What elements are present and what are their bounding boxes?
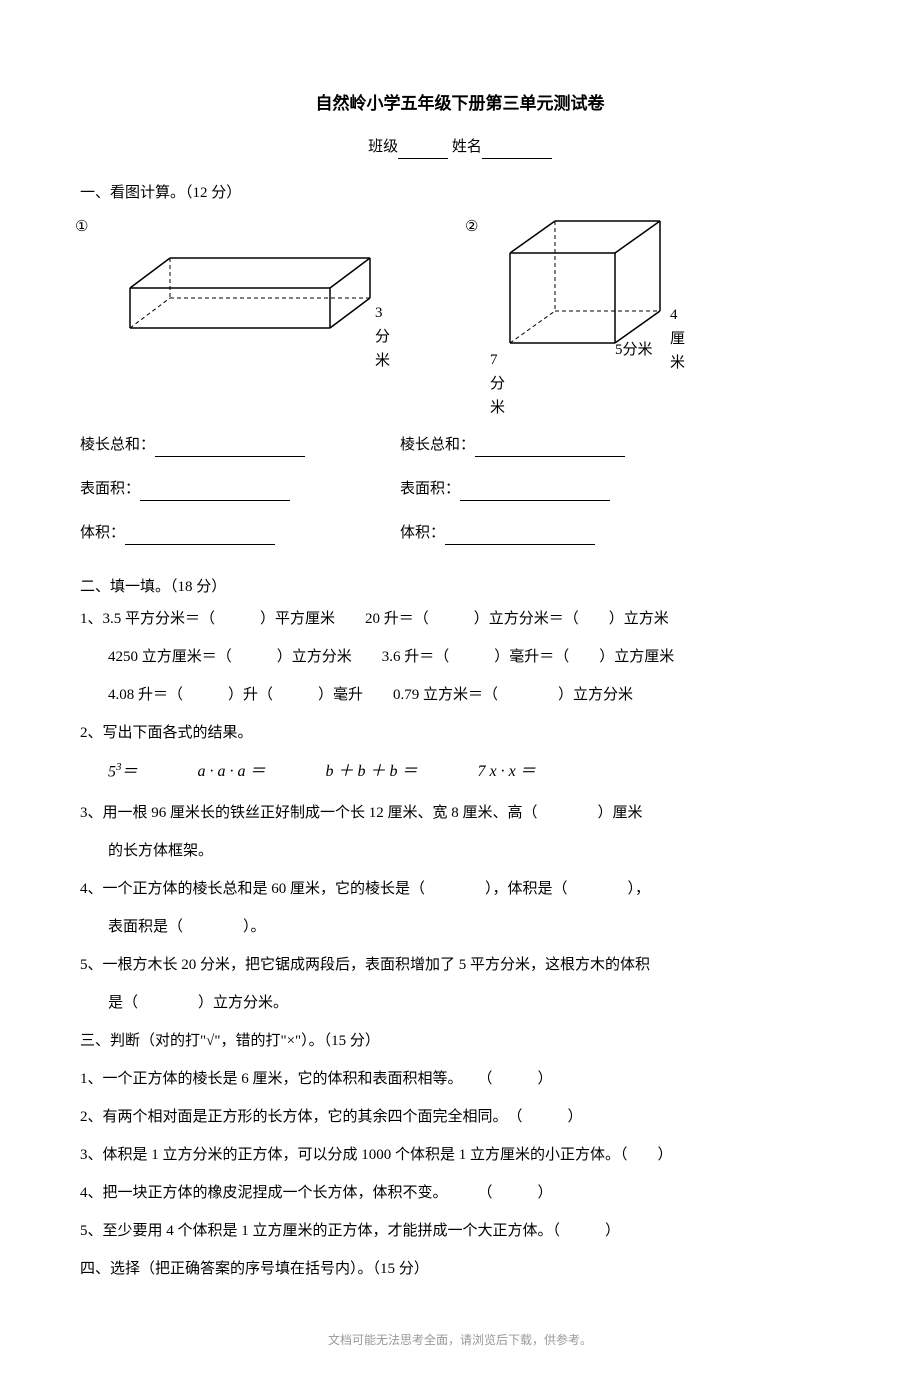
cube-svg (480, 213, 680, 353)
figure1: ① 3分米 7分米 (80, 233, 390, 371)
surface-blank-2[interactable] (460, 485, 610, 501)
volume-blank-1[interactable] (125, 529, 275, 545)
header-row: 班级 姓名 (80, 135, 840, 159)
s2-q3-l2: 的长方体框架。 (80, 839, 840, 863)
s3-q1: 1、一个正方体的棱长是 6 厘米，它的体积和表面积相等。 （ ） (80, 1067, 840, 1091)
s3-q3: 3、体积是 1 立方分米的正方体，可以分成 1000 个体积是 1 立方厘米的小… (80, 1143, 840, 1167)
volume-label-1: 体积： (80, 525, 125, 541)
page-title: 自然岭小学五年级下册第三单元测试卷 (80, 90, 840, 117)
q2-marker: ② (465, 215, 478, 239)
name-blank[interactable] (482, 143, 552, 159)
s2-q5-l2: 是（ ）立方分米。 (80, 991, 840, 1015)
surface-label-2: 表面积： (400, 481, 460, 497)
figures-row: ① 3分米 7分米 ② (80, 213, 840, 413)
section3-heading: 三、判断（对的打"√"，错的打"×"）。（15 分） (80, 1029, 840, 1053)
volume-label-2: 体积： (400, 525, 445, 541)
surface-label-1: 表面积： (80, 481, 140, 497)
surface-blank-1[interactable] (140, 485, 290, 501)
edge-sum-blank-2[interactable] (475, 441, 625, 457)
edge-sum-blank-1[interactable] (155, 441, 305, 457)
s2-q4-l1: 4、一个正方体的棱长总和是 60 厘米，它的棱长是（ ），体积是（ ）， (80, 877, 840, 901)
s2-q2: 2、写出下面各式的结果。 (80, 721, 840, 745)
section4-heading: 四、选择（把正确答案的序号填在括号内）。（15 分） (80, 1257, 840, 1281)
name-label: 姓名 (452, 139, 482, 155)
section1-heading: 一、看图计算。（12 分） (80, 181, 840, 205)
math-e1: 53＝ (108, 759, 138, 785)
math-e2: a · a · a ＝ (198, 759, 266, 785)
class-label: 班级 (368, 139, 398, 155)
fields-row-1: 棱长总和： 表面积： 体积： 棱长总和： 表面积： 体积： (80, 433, 840, 565)
section2-heading: 二、填一填。（18 分） (80, 575, 840, 599)
footer-note: 文档可能无法思考全面，请浏览后下载，供参考。 (80, 1331, 840, 1350)
edge-sum-label-1: 棱长总和： (80, 437, 155, 453)
s3-q4: 4、把一块正方体的橡皮泥捏成一个长方体，体积不变。 （ ） (80, 1181, 840, 1205)
fig2-dim-w: 5分米 (615, 338, 653, 362)
class-blank[interactable] (398, 143, 448, 159)
fig1-dim1: 3分米 (375, 301, 390, 373)
edge-sum-label-2: 棱长总和： (400, 437, 475, 453)
fig2-dim-h: 4厘米 (670, 303, 685, 375)
s2-q3-l1: 3、用一根 96 厘米长的铁丝正好制成一个长 12 厘米、宽 8 厘米、高（ ）… (80, 801, 840, 825)
s2-q4-l2: 表面积是（ ）。 (80, 915, 840, 939)
s2-q1-l2: 4250 立方厘米＝（ ）立方分米 3.6 升＝（ ）毫升＝（ ）立方厘米 (80, 645, 840, 669)
math-e3: b ＋ b ＋ b ＝ (326, 759, 418, 785)
math-expressions: 53＝ a · a · a ＝ b ＋ b ＋ b ＝ 7 x · x ＝ (80, 759, 840, 785)
volume-blank-2[interactable] (445, 529, 595, 545)
cuboid-svg (80, 233, 390, 363)
s3-q5: 5、至少要用 4 个体积是 1 立方厘米的正方体，才能拼成一个大正方体。（ ） (80, 1219, 840, 1243)
s2-q1-l1: 1、3.5 平方分米＝（ ）平方厘米 20 升＝（ ）立方分米＝（ ）立方米 (80, 607, 840, 631)
figure2: ② 4厘米 5分米 (480, 213, 680, 361)
s2-q5-l1: 5、一根方木长 20 分米，把它锯成两段后，表面积增加了 5 平方分米，这根方木… (80, 953, 840, 977)
s3-q2: 2、有两个相对面是正方形的长方体，它的其余四个面完全相同。 （ ） (80, 1105, 840, 1129)
s2-q1-l3: 4.08 升＝（ ）升（ ）毫升 0.79 立方米＝（ ）立方分米 (80, 683, 840, 707)
q1-marker: ① (75, 215, 88, 239)
math-e4: 7 x · x ＝ (478, 759, 536, 785)
